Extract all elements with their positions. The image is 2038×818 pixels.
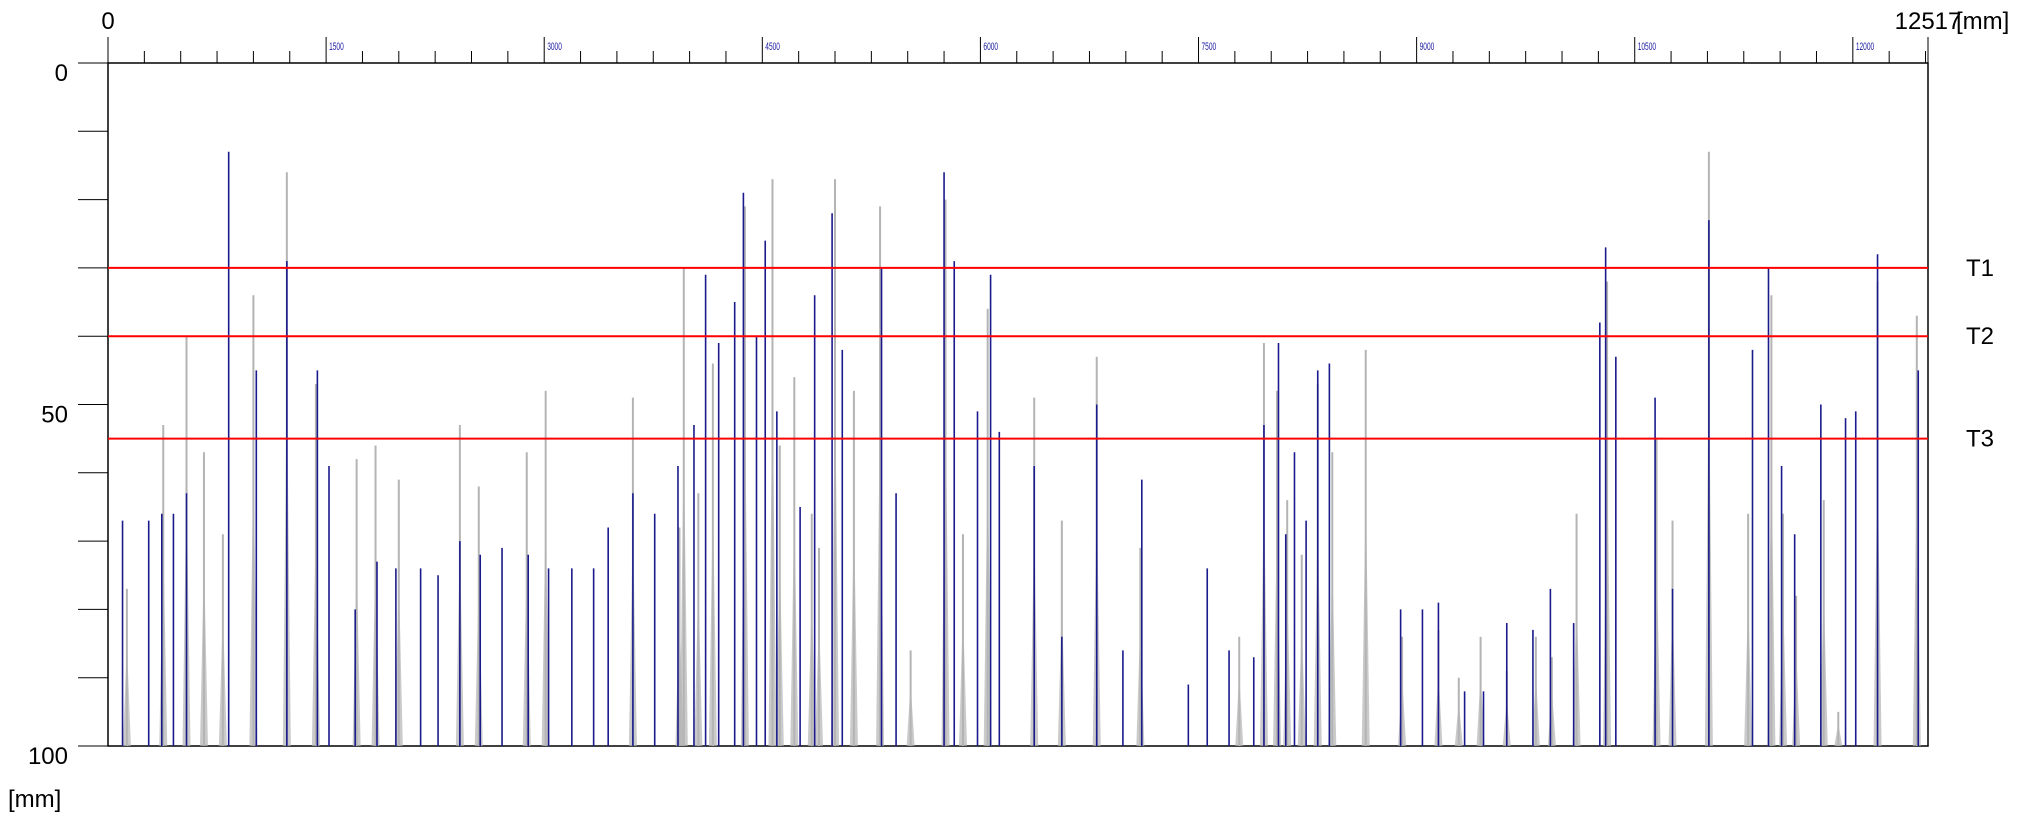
threshold-label: T3 — [1966, 426, 1994, 453]
x-tick-label: 3000 — [547, 40, 562, 52]
x-tick-label: 7500 — [1202, 40, 1217, 52]
threshold-label: T2 — [1966, 323, 1994, 350]
y-tick-label: 0 — [55, 60, 68, 87]
y-tick-label: 50 — [41, 402, 68, 429]
y-unit-label: [mm] — [8, 786, 61, 813]
x-tick-label: 6000 — [983, 40, 998, 52]
threshold-label: T1 — [1966, 255, 1994, 282]
x-tick-label: 4500 — [765, 40, 780, 52]
x-tick-label: 12000 — [1856, 40, 1874, 52]
x-end-label: 12517 — [1895, 8, 1962, 35]
x-start-label: 0 — [101, 8, 114, 35]
x-tick-label: 9000 — [1420, 40, 1435, 52]
x-tick-label: 10500 — [1638, 40, 1656, 52]
x-unit-label: [mm] — [1956, 8, 2009, 35]
y-tick-label: 100 — [28, 743, 68, 770]
x-tick-label: 1500 — [329, 40, 344, 52]
